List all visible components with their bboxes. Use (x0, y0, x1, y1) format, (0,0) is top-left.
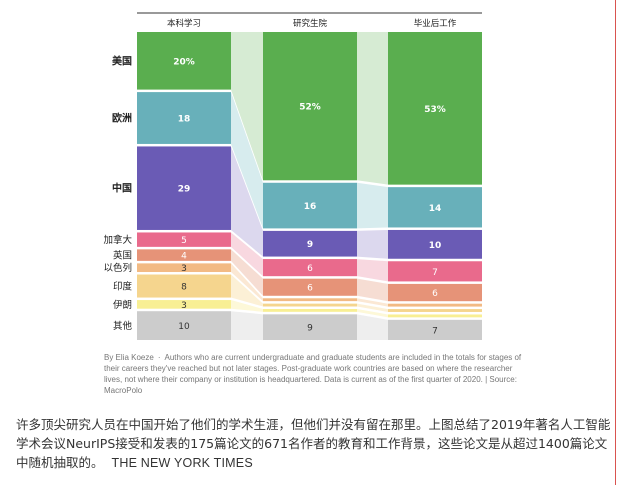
data-label: 6 (307, 284, 313, 294)
data-label: 53% (424, 105, 446, 115)
data-label: 7 (432, 326, 438, 336)
bar-segment (263, 278, 357, 296)
data-label: 6 (432, 289, 438, 299)
chart-credit: By Elia Koeze · Authors who are current un… (104, 352, 524, 396)
flow-band (231, 146, 263, 257)
data-label: 8 (181, 283, 187, 293)
series-label: 中国 (112, 182, 132, 195)
credit-note: Authors who are current undergraduate an… (104, 353, 522, 395)
series-label: 英国 (113, 250, 132, 262)
data-label: 5 (181, 236, 187, 246)
flow-band (231, 249, 263, 296)
flow-band (357, 32, 388, 185)
series-label: 欧洲 (112, 112, 132, 125)
data-label: 14 (429, 204, 442, 214)
flow-band (357, 278, 388, 302)
flow-band (231, 274, 263, 307)
data-label: 10 (429, 241, 442, 251)
flow-band (357, 308, 388, 318)
chart: 本科学习 研究生院 毕业后工作 20% 52% 53% 18 16 14 29 9 10 5 6 7 4 6 6 3… (90, 8, 500, 348)
flow-band (357, 259, 388, 282)
data-label: 6 (307, 264, 313, 274)
series-label: 伊朗 (113, 299, 132, 311)
credit-author: By Elia Koeze (104, 353, 154, 362)
bar-segment (263, 308, 357, 312)
bar-segment (388, 187, 482, 228)
bar-segment (388, 309, 482, 312)
flow-band (357, 229, 388, 259)
data-label: 3 (181, 301, 187, 311)
bar-segment (388, 229, 482, 259)
bar-segment (263, 314, 357, 340)
data-label: 10 (178, 322, 190, 332)
stacked-bar-chart: 本科学习 研究生院 毕业后工作 20% 52% 53% 18 16 14 29 9 10 5 6 7 4 6 6 3… (103, 12, 482, 340)
bar-segment (388, 283, 482, 302)
bar-segment (137, 311, 231, 340)
data-label: 7 (432, 268, 438, 278)
bar-segment (263, 32, 357, 181)
bar-segment (263, 182, 357, 229)
bar-segment (137, 263, 231, 273)
bar-segment (137, 32, 231, 90)
data-label: 16 (304, 202, 317, 212)
credit-separator: · (157, 353, 161, 362)
flow-band (231, 232, 263, 277)
bar-segment (137, 249, 231, 261)
bar-segment (137, 300, 231, 309)
bar-segment (137, 274, 231, 298)
series-label: 以色列 (103, 262, 132, 274)
category-label: 本科学习 (167, 18, 201, 29)
category-label: 研究生院 (293, 18, 328, 29)
flow-band (357, 182, 388, 229)
bar-segment (263, 303, 357, 307)
bar-segment (263, 230, 357, 257)
flow-band (231, 92, 263, 229)
image-caption: 许多顶尖研究人员在中国开始了他们的学术生涯，但他们并没有留在那里。上图总结了20… (16, 415, 611, 473)
bar-segment (137, 232, 231, 247)
flow-band (231, 300, 263, 312)
series-label: 印度 (113, 281, 133, 293)
data-label: 29 (178, 185, 191, 195)
flow-band (357, 314, 388, 340)
data-label: 20% (173, 57, 195, 67)
bar-segment (388, 32, 482, 185)
bar-segment (388, 314, 482, 318)
bar-segment (137, 146, 231, 230)
flow-band (231, 263, 263, 302)
caption-text: 许多顶尖研究人员在中国开始了他们的学术生涯，但他们并没有留在那里。上图总结了20… (16, 417, 611, 470)
flow-band (357, 298, 388, 307)
data-label: 4 (181, 252, 187, 262)
bar-segment (263, 298, 357, 302)
bar-segment (388, 303, 482, 307)
bar-segment (137, 92, 231, 144)
caption-source: THE NEW YORK TIMES (111, 456, 253, 470)
flow-band (231, 32, 263, 181)
category-label: 毕业后工作 (414, 18, 457, 29)
bar-segment (388, 319, 482, 340)
bar-segment (263, 259, 357, 277)
bar-segment (388, 261, 482, 282)
series-label: 美国 (112, 54, 132, 67)
flow-band (231, 311, 263, 340)
flow-band (357, 303, 388, 312)
data-label: 9 (307, 324, 313, 334)
data-label: 18 (178, 115, 191, 125)
data-label: 3 (181, 264, 187, 274)
data-label: 9 (307, 240, 313, 250)
series-label: 其他 (113, 320, 133, 332)
data-label: 52% (299, 103, 321, 113)
series-label: 加拿大 (103, 234, 132, 246)
frame-border (615, 0, 616, 485)
